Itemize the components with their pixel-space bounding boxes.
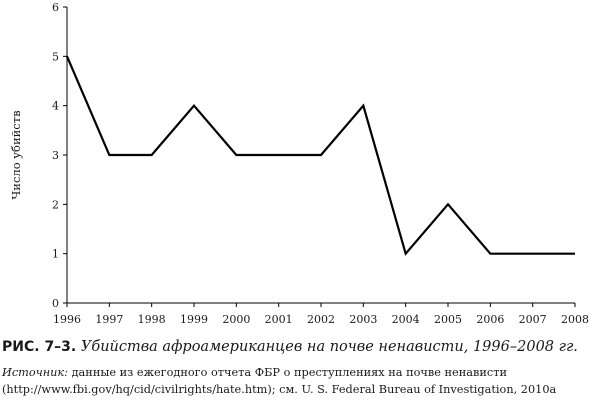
x-tick-label: 2003 bbox=[349, 313, 377, 326]
series-line-group bbox=[65, 55, 576, 256]
figure-source: Источник: данные из ежегодного отчета ФБ… bbox=[2, 364, 599, 398]
y-tick-label: 2 bbox=[52, 198, 59, 211]
x-tick-label: 1998 bbox=[138, 313, 166, 326]
source-label: Источник: bbox=[2, 366, 68, 379]
y-axis-ticks: 0 1 2 3 4 5 6 bbox=[52, 1, 67, 310]
source-text: данные из ежегодного отчета ФБР о престу… bbox=[2, 366, 557, 396]
y-tick-label: 1 bbox=[52, 248, 59, 261]
x-tick-label: 1997 bbox=[95, 313, 123, 326]
x-axis-ticks: 1996 1997 1998 1999 2000 2001 2002 2003 2004 2005… bbox=[53, 303, 589, 326]
y-tick-label: 5 bbox=[52, 50, 59, 63]
x-tick-label: 1996 bbox=[53, 313, 81, 326]
x-tick-label: 2004 bbox=[392, 313, 420, 326]
y-axis-title: Число убийств bbox=[9, 110, 23, 199]
x-tick-label: 2000 bbox=[222, 313, 250, 326]
y-tick-label: 6 bbox=[52, 1, 59, 14]
figure-label: РИС. 7–3. bbox=[2, 339, 77, 355]
line-chart: 0 1 2 3 4 5 6 1996 1997 1998 1999 2000 2001 2002 2003… bbox=[9, 1, 589, 326]
y-tick-label: 0 bbox=[52, 297, 59, 310]
y-tick-label: 3 bbox=[52, 149, 59, 162]
y-tick-label: 4 bbox=[52, 100, 59, 113]
x-tick-label: 2008 bbox=[561, 313, 589, 326]
x-tick-label: 1999 bbox=[180, 313, 208, 326]
x-tick-label: 2001 bbox=[265, 313, 293, 326]
figure-caption: РИС. 7–3. Убийства афроамериканцев на по… bbox=[2, 339, 578, 355]
figure-title: Убийства афроамериканцев на почве ненави… bbox=[80, 339, 578, 355]
x-tick-label: 2002 bbox=[307, 313, 335, 326]
x-tick-label: 2005 bbox=[434, 313, 462, 326]
x-tick-label: 2007 bbox=[519, 313, 547, 326]
x-tick-label: 2006 bbox=[476, 313, 504, 326]
